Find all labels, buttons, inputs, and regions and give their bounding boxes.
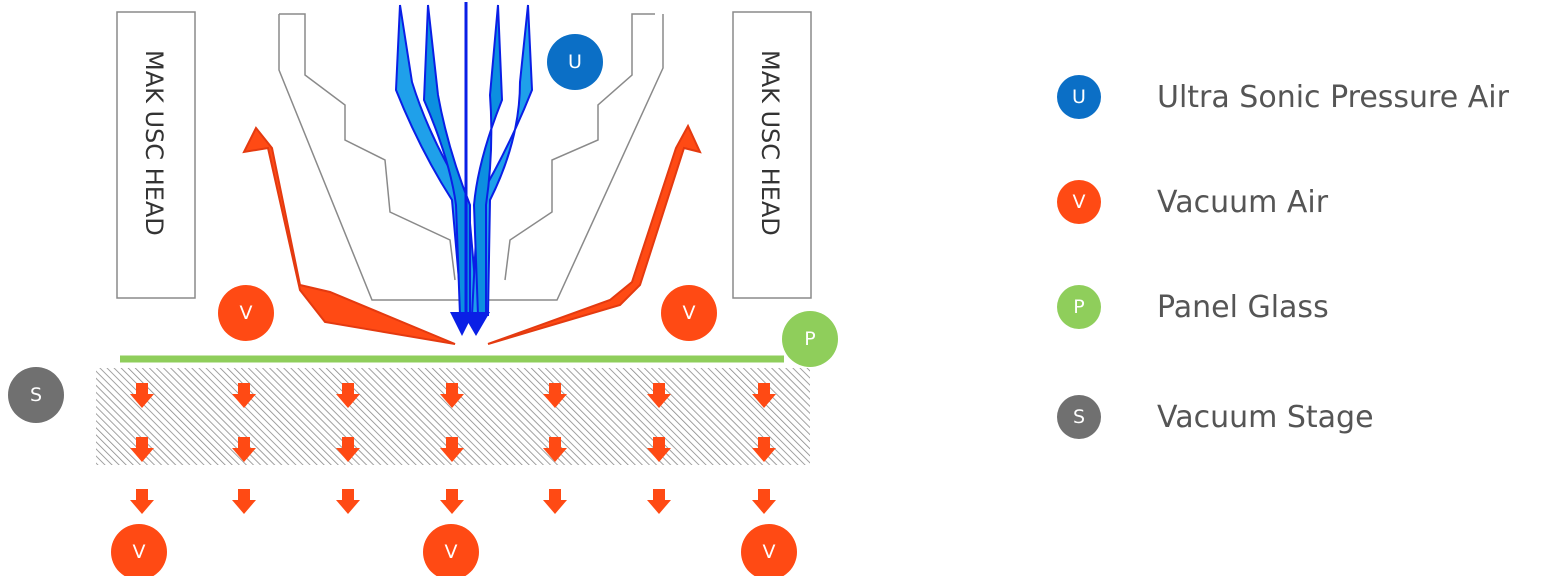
vacuum-air-arrows-upper: [242, 123, 702, 345]
svg-text:V: V: [763, 541, 776, 563]
down-arrow-icon: [130, 437, 154, 462]
legend-badge-vacuum: V: [1057, 180, 1101, 224]
svg-text:U: U: [568, 51, 582, 73]
vacuum-badge-left: V: [218, 285, 274, 341]
down-arrow-icon: [440, 489, 464, 514]
legend-label-stage: Vacuum Stage: [1157, 399, 1374, 435]
down-arrow-icon: [232, 437, 256, 462]
down-arrow-icon: [752, 437, 776, 462]
down-arrow-icon: [336, 383, 360, 408]
legend-item-stage: S Vacuum Stage: [1057, 387, 1374, 447]
legend-item-panel: P Panel Glass: [1057, 277, 1329, 337]
down-arrow-icon: [647, 489, 671, 514]
legend-badge-panel: P: [1057, 285, 1101, 329]
legend-item-ultrasonic: U Ultra Sonic Pressure Air: [1057, 67, 1509, 127]
ultrasonic-badge: U: [547, 34, 603, 90]
down-arrow-icon: [232, 383, 256, 408]
down-arrow-icon: [336, 437, 360, 462]
svg-text:P: P: [804, 328, 815, 350]
down-arrow-icon: [130, 383, 154, 408]
down-arrow-icon: [336, 489, 360, 514]
down-arrow-icon: [752, 383, 776, 408]
down-arrow-icon: [752, 489, 776, 514]
down-arrow-icon: [543, 383, 567, 408]
legend-label-ultrasonic: Ultra Sonic Pressure Air: [1157, 79, 1509, 115]
legend-badge-ultrasonic: U: [1057, 75, 1101, 119]
down-arrow-icon: [647, 437, 671, 462]
down-arrow-icon: [543, 489, 567, 514]
svg-text:V: V: [445, 541, 458, 563]
vacuum-down-arrows: [130, 383, 776, 514]
legend-label-panel: Panel Glass: [1157, 289, 1329, 325]
panel-badge: P: [782, 311, 838, 367]
vacuum-badge-right: V: [661, 285, 717, 341]
right-head-label: MAK USC HEAD: [756, 50, 784, 236]
left-usc-head: MAK USC HEAD: [116, 11, 196, 299]
svg-text:V: V: [240, 302, 253, 324]
down-arrow-icon: [647, 383, 671, 408]
down-arrow-icon: [232, 489, 256, 514]
left-head-label: MAK USC HEAD: [140, 50, 168, 236]
right-usc-head: MAK USC HEAD: [732, 11, 812, 299]
svg-text:V: V: [133, 541, 146, 563]
vacuum-badge-bottom-left: V: [111, 524, 167, 576]
legend-label-vacuum: Vacuum Air: [1157, 184, 1329, 220]
down-arrow-icon: [440, 437, 464, 462]
svg-text:V: V: [683, 302, 696, 324]
down-arrow-icon: [440, 383, 464, 408]
down-arrow-icon: [130, 489, 154, 514]
legend-badge-stage: S: [1057, 395, 1101, 439]
vacuum-badge-bottom-right: V: [741, 524, 797, 576]
stage-badge: S: [8, 367, 64, 423]
legend-item-vacuum: V Vacuum Air: [1057, 172, 1328, 232]
svg-text:S: S: [30, 384, 42, 406]
down-arrow-icon: [543, 437, 567, 462]
vacuum-badge-bottom-center: V: [423, 524, 479, 576]
ultrasonic-air-jets: [394, 2, 534, 336]
